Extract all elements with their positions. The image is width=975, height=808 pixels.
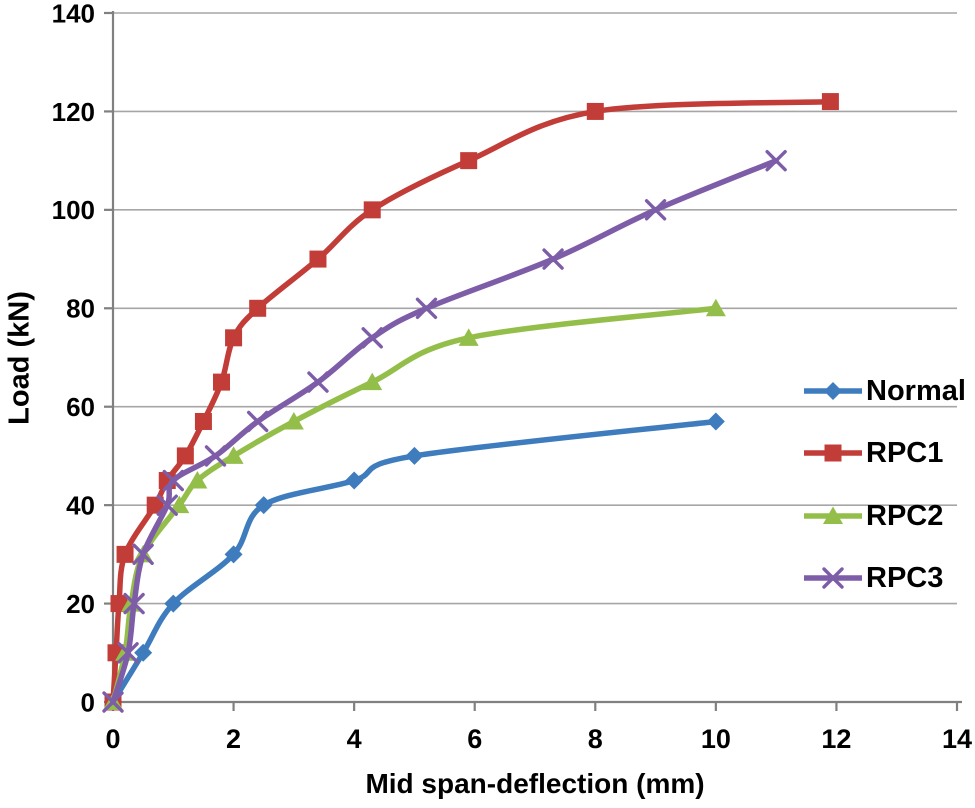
x-tick-label-4: 4 xyxy=(347,724,362,754)
x-tick-label-12: 12 xyxy=(821,724,851,754)
marker-normal xyxy=(405,446,424,465)
y-tick-label-120: 120 xyxy=(52,97,95,127)
marker-rpc3 xyxy=(102,691,124,713)
marker-rpc2 xyxy=(223,446,244,464)
marker-rpc1 xyxy=(586,102,604,120)
marker-rpc3 xyxy=(132,543,154,566)
marker-rpc3 xyxy=(765,149,787,172)
y-tick-label-100: 100 xyxy=(52,195,95,225)
marker-rpc2 xyxy=(187,471,208,489)
marker-rpc1 xyxy=(225,329,243,347)
marker-rpc1 xyxy=(460,152,478,170)
marker-normal xyxy=(254,496,273,515)
legend-marker-rpc1 xyxy=(804,444,862,462)
marker-rpc1 xyxy=(821,93,839,111)
legend-glyph-normal xyxy=(824,382,842,400)
series-line-rpc1 xyxy=(110,98,834,705)
marker-rpc3 xyxy=(162,469,184,492)
legend-glyph-rpc3 xyxy=(822,567,844,589)
x-tick-label-8: 8 xyxy=(588,724,603,754)
marker-rpc3 xyxy=(246,410,269,433)
y-axis-title: Load (kN) xyxy=(3,291,36,425)
marker-normal xyxy=(134,643,153,662)
legend-marker-rpc3 xyxy=(804,567,862,589)
legend-label-rpc3: RPC3 xyxy=(866,561,944,594)
x-tick-label-0: 0 xyxy=(105,724,120,754)
x-tick-label-14: 14 xyxy=(942,724,972,754)
y-tick-label-0: 0 xyxy=(81,687,95,717)
marker-normal xyxy=(164,594,183,613)
legend-item-rpc1: RPC1 xyxy=(804,435,943,471)
y-tick-label-80: 80 xyxy=(66,294,95,324)
y-tick-label-40: 40 xyxy=(66,491,95,521)
marker-rpc1 xyxy=(176,447,194,465)
marker-rpc3 xyxy=(204,445,227,467)
legend-label-normal: Normal xyxy=(866,374,966,407)
marker-rpc1 xyxy=(116,545,134,563)
legend-glyph-rpc2 xyxy=(823,506,843,524)
legend-glyph-rpc1 xyxy=(824,444,842,462)
legend-marker-normal xyxy=(804,382,862,400)
marker-rpc2 xyxy=(705,298,726,317)
marker-rpc1 xyxy=(249,299,267,317)
x-tick-label-2: 2 xyxy=(226,724,241,754)
x-tick-label-10: 10 xyxy=(701,724,731,754)
marker-rpc3 xyxy=(307,371,329,393)
legend-item-rpc3: RPC3 xyxy=(804,560,943,596)
marker-rpc3 xyxy=(156,494,178,516)
marker-rpc3 xyxy=(117,642,139,664)
marker-rpc2 xyxy=(362,372,383,391)
marker-normal xyxy=(345,471,364,490)
marker-rpc1 xyxy=(213,373,231,391)
legend-label-rpc1: RPC1 xyxy=(866,436,944,469)
legend-item-rpc2: RPC2 xyxy=(804,498,943,534)
marker-rpc3 xyxy=(123,592,145,615)
marker-normal xyxy=(706,412,725,431)
marker-rpc3 xyxy=(542,248,564,270)
marker-rpc3 xyxy=(415,297,438,319)
marker-rpc3 xyxy=(361,327,383,349)
marker-rpc2 xyxy=(283,411,304,430)
x-tick-label-6: 6 xyxy=(467,724,482,754)
marker-normal xyxy=(224,545,243,564)
legend-label-rpc2: RPC2 xyxy=(866,499,944,532)
y-tick-label-140: 140 xyxy=(52,0,95,28)
x-axis-title: Mid span-deflection (mm) xyxy=(365,768,705,799)
series-line-rpc3 xyxy=(110,157,779,705)
marker-rpc2 xyxy=(169,495,190,514)
legend-item-normal: Normal xyxy=(804,373,966,409)
marker-rpc1 xyxy=(194,412,212,430)
marker-rpc2 xyxy=(458,328,479,346)
marker-rpc1 xyxy=(363,201,381,219)
legend-marker-rpc2 xyxy=(804,506,862,524)
y-tick-label-60: 60 xyxy=(66,392,95,422)
marker-rpc3 xyxy=(644,199,667,221)
marker-rpc1 xyxy=(309,250,327,268)
marker-rpc1 xyxy=(146,496,164,514)
y-tick-label-20: 20 xyxy=(66,589,95,619)
